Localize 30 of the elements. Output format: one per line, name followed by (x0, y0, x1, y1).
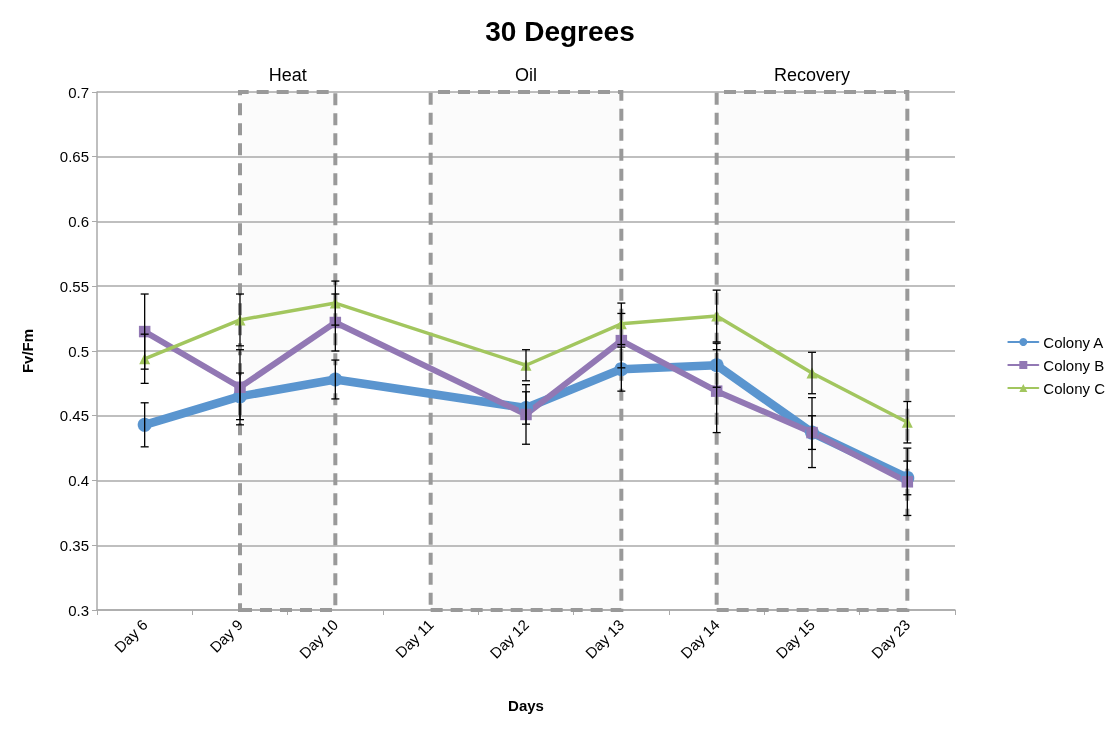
x-tick-label: Day 10 (295, 615, 342, 662)
y-tick-label: 0.6 (68, 213, 89, 230)
y-tick-label: 0.4 (68, 472, 89, 489)
y-tick-label: 0.65 (59, 148, 89, 166)
y-axis-title: Fv/Fm (19, 328, 36, 374)
x-axis-title: Days (508, 697, 544, 714)
y-tick-label: 0.55 (59, 277, 89, 295)
legend-label: Colony A (1043, 333, 1104, 351)
x-tick-label: Day 15 (772, 615, 819, 662)
y-tick-label: 0.7 (68, 83, 89, 101)
legend-label: Colony C (1043, 379, 1106, 397)
x-tick-label: Day 13 (581, 615, 628, 662)
y-tick-label: 0.35 (59, 536, 89, 554)
band-label: Oil (515, 65, 537, 85)
y-tick-label: 0.3 (68, 601, 89, 619)
point (709, 358, 724, 373)
x-tick-label: Day 12 (486, 615, 533, 662)
x-tick-label: Day 14 (677, 615, 723, 662)
chart-title: 30 Degrees (485, 15, 635, 47)
y-tick-label: 0.5 (68, 342, 89, 360)
band-label: Heat (268, 65, 307, 85)
point (137, 417, 152, 432)
point (901, 476, 914, 488)
x-tick-label: Day 6 (110, 615, 151, 656)
x-tick-label: Day 9 (206, 615, 247, 656)
x-tick-label: Day 11 (391, 615, 437, 661)
y-tick-label: 0.45 (59, 407, 89, 425)
legend-label: Colony B (1043, 356, 1105, 374)
band-label: Recovery (773, 65, 851, 85)
x-tick-label: Day 23 (867, 615, 914, 662)
